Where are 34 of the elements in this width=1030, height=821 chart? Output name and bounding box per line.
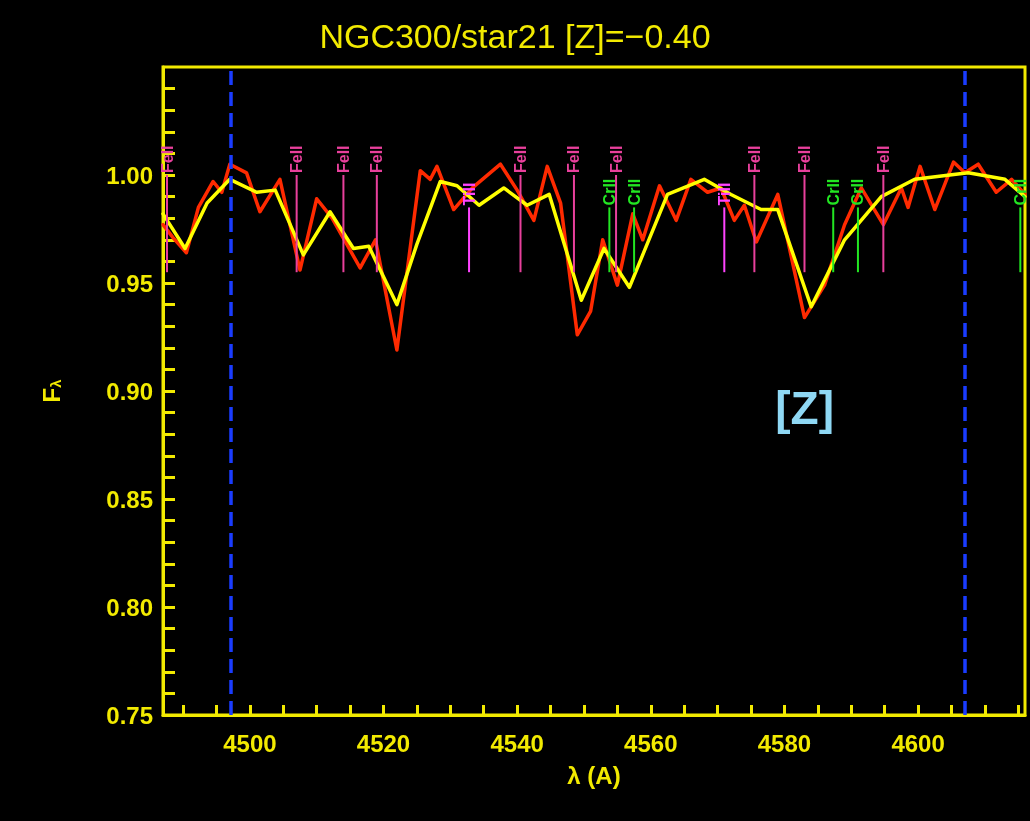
data-label: CrII bbox=[1011, 178, 1029, 206]
chart-title: NGC300/star21 [Z]=−0.40 bbox=[319, 17, 711, 55]
y-axis-title: Fλ bbox=[37, 378, 65, 403]
data-label: FeII bbox=[607, 145, 625, 173]
data-label: FeII bbox=[795, 145, 813, 173]
data-label: TiII bbox=[715, 182, 733, 206]
data-label: FeII bbox=[288, 145, 306, 173]
data-label: FeII bbox=[745, 145, 763, 173]
y-tick-label: 0.80 bbox=[106, 593, 153, 621]
annotation: [Z] bbox=[775, 382, 835, 434]
x-tick-label: 4560 bbox=[624, 729, 678, 757]
data-label: FeII bbox=[334, 145, 352, 173]
x-tick-label: 4540 bbox=[490, 729, 544, 757]
data-label: FeII bbox=[565, 145, 583, 173]
y-tick-label: 0.75 bbox=[106, 701, 153, 729]
x-tick-label: 4600 bbox=[891, 729, 945, 757]
data-label: FeII bbox=[158, 145, 176, 173]
data-label: FeII bbox=[512, 145, 529, 173]
x-axis-title: λ (A) bbox=[567, 761, 621, 789]
x-tick-label: 4500 bbox=[223, 729, 277, 757]
data-label: TiII bbox=[460, 182, 478, 206]
data-label: CrII bbox=[849, 178, 867, 206]
y-tick-label: 0.90 bbox=[106, 377, 153, 405]
y-tick-label: 1.00 bbox=[106, 161, 153, 189]
line-series bbox=[161, 171, 1027, 309]
data-label: CrII bbox=[824, 178, 842, 206]
data-label: FeII bbox=[368, 145, 386, 173]
data-label: FeII bbox=[874, 145, 892, 173]
x-tick-label: 4580 bbox=[757, 729, 812, 757]
data-label: CrII bbox=[625, 178, 643, 206]
y-tick-label: 0.95 bbox=[106, 269, 153, 297]
y-tick-label: 0.85 bbox=[106, 485, 153, 513]
data-label: CrII bbox=[600, 178, 618, 206]
x-tick-label: 4520 bbox=[356, 729, 411, 757]
